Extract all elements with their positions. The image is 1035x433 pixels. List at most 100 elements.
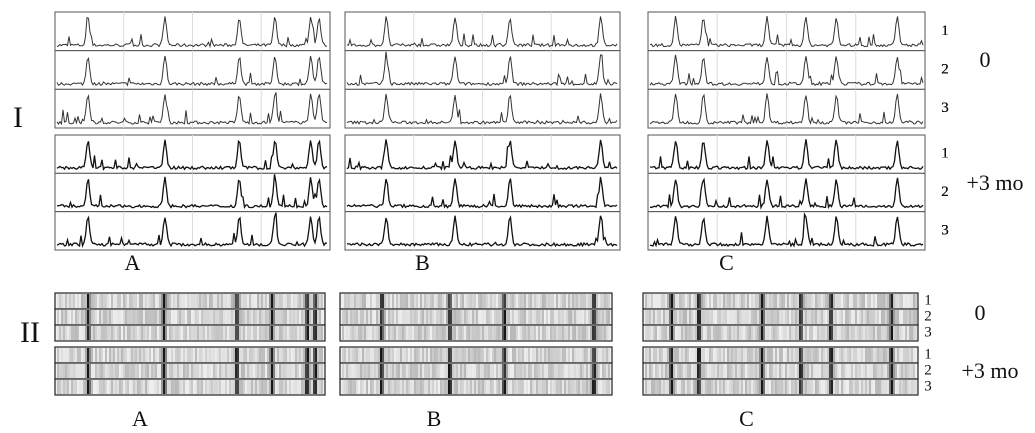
gel-band <box>657 364 659 378</box>
gel-band <box>671 364 673 378</box>
gel-band <box>731 294 733 308</box>
gel-band <box>448 380 450 394</box>
gel-band <box>765 364 767 378</box>
gel-band <box>566 326 568 340</box>
gel-band <box>715 310 717 324</box>
gel-band <box>604 348 606 362</box>
gel-band <box>897 364 899 378</box>
gel-band <box>711 380 713 394</box>
gel-band <box>402 310 404 324</box>
gel-band <box>271 326 273 340</box>
replicate-label: 2 <box>941 61 949 77</box>
gel-band <box>536 294 538 308</box>
gel-band <box>681 310 683 324</box>
gel-band <box>436 310 438 324</box>
gel-band <box>283 364 285 378</box>
gel-band <box>841 380 843 394</box>
gel-band <box>773 364 775 378</box>
gel-band <box>233 380 235 394</box>
gel-band <box>153 348 155 362</box>
gel-band <box>458 326 460 340</box>
gel-band <box>201 294 203 308</box>
gel-band <box>73 326 75 340</box>
gel-band <box>779 380 781 394</box>
gel-band <box>129 348 131 362</box>
gel-band <box>211 380 213 394</box>
gel-band <box>201 326 203 340</box>
gel-band <box>671 294 673 308</box>
gel-band <box>781 326 783 340</box>
gel-band <box>309 310 311 324</box>
gel-band <box>404 294 406 308</box>
gel-band <box>667 380 669 394</box>
gel-band <box>600 348 602 362</box>
gel-band <box>297 326 299 340</box>
gel-band <box>372 310 374 324</box>
gel-band <box>524 380 526 394</box>
gel-band <box>719 310 721 324</box>
gel-band <box>508 294 510 308</box>
gel-band <box>514 364 516 378</box>
gel-band <box>307 364 309 378</box>
gel-band <box>783 364 785 378</box>
gel-band <box>695 348 697 362</box>
gel-band <box>99 294 101 308</box>
gel-band <box>510 326 512 340</box>
gel-band <box>442 380 444 394</box>
gel-band <box>462 326 464 340</box>
gel-band <box>448 310 450 324</box>
gel-band <box>468 326 470 340</box>
gel-band <box>71 380 73 394</box>
gel-band <box>396 348 398 362</box>
gel-band <box>354 294 356 308</box>
gel-band <box>657 348 659 362</box>
gel-band <box>518 364 520 378</box>
gel-band <box>516 294 518 308</box>
gel-band <box>645 364 647 378</box>
gel-band <box>865 348 867 362</box>
gel-band <box>480 326 482 340</box>
gel-band <box>566 310 568 324</box>
gel-band <box>161 326 163 340</box>
gel-band <box>847 310 849 324</box>
gel-band <box>283 380 285 394</box>
gel-band <box>69 364 71 378</box>
gel-band <box>548 348 550 362</box>
gel-band <box>199 294 201 308</box>
gel-band <box>241 364 243 378</box>
gel-band <box>574 380 576 394</box>
gel-band <box>546 294 548 308</box>
gel-band <box>81 348 83 362</box>
gel-band <box>835 294 837 308</box>
gel-band <box>382 310 384 324</box>
gel-band <box>745 364 747 378</box>
gel-band <box>799 310 801 324</box>
gel-band <box>590 294 592 308</box>
gel-band <box>857 310 859 324</box>
gel-band <box>691 380 693 394</box>
replicate-label: 1 <box>941 146 949 162</box>
gel-band <box>697 380 699 394</box>
gel-band <box>428 380 430 394</box>
gel-band <box>779 326 781 340</box>
gel-band <box>893 310 895 324</box>
gel-band <box>305 326 307 340</box>
gel-band <box>350 380 352 394</box>
gel-band <box>412 310 414 324</box>
gel-band <box>151 364 153 378</box>
gel-band <box>79 310 81 324</box>
gel-band <box>578 326 580 340</box>
gel-band <box>829 348 831 362</box>
gel-band <box>675 380 677 394</box>
gel-band <box>257 310 259 324</box>
gel-band <box>911 326 913 340</box>
gel-band <box>466 380 468 394</box>
gel-band <box>275 294 277 308</box>
replicate-label: 1 <box>924 346 932 362</box>
gel-band <box>815 364 817 378</box>
spectrum-trace <box>649 177 924 210</box>
gel-band <box>207 326 209 340</box>
gel-band <box>165 294 167 308</box>
gel-band <box>759 294 761 308</box>
gel-band <box>602 326 604 340</box>
